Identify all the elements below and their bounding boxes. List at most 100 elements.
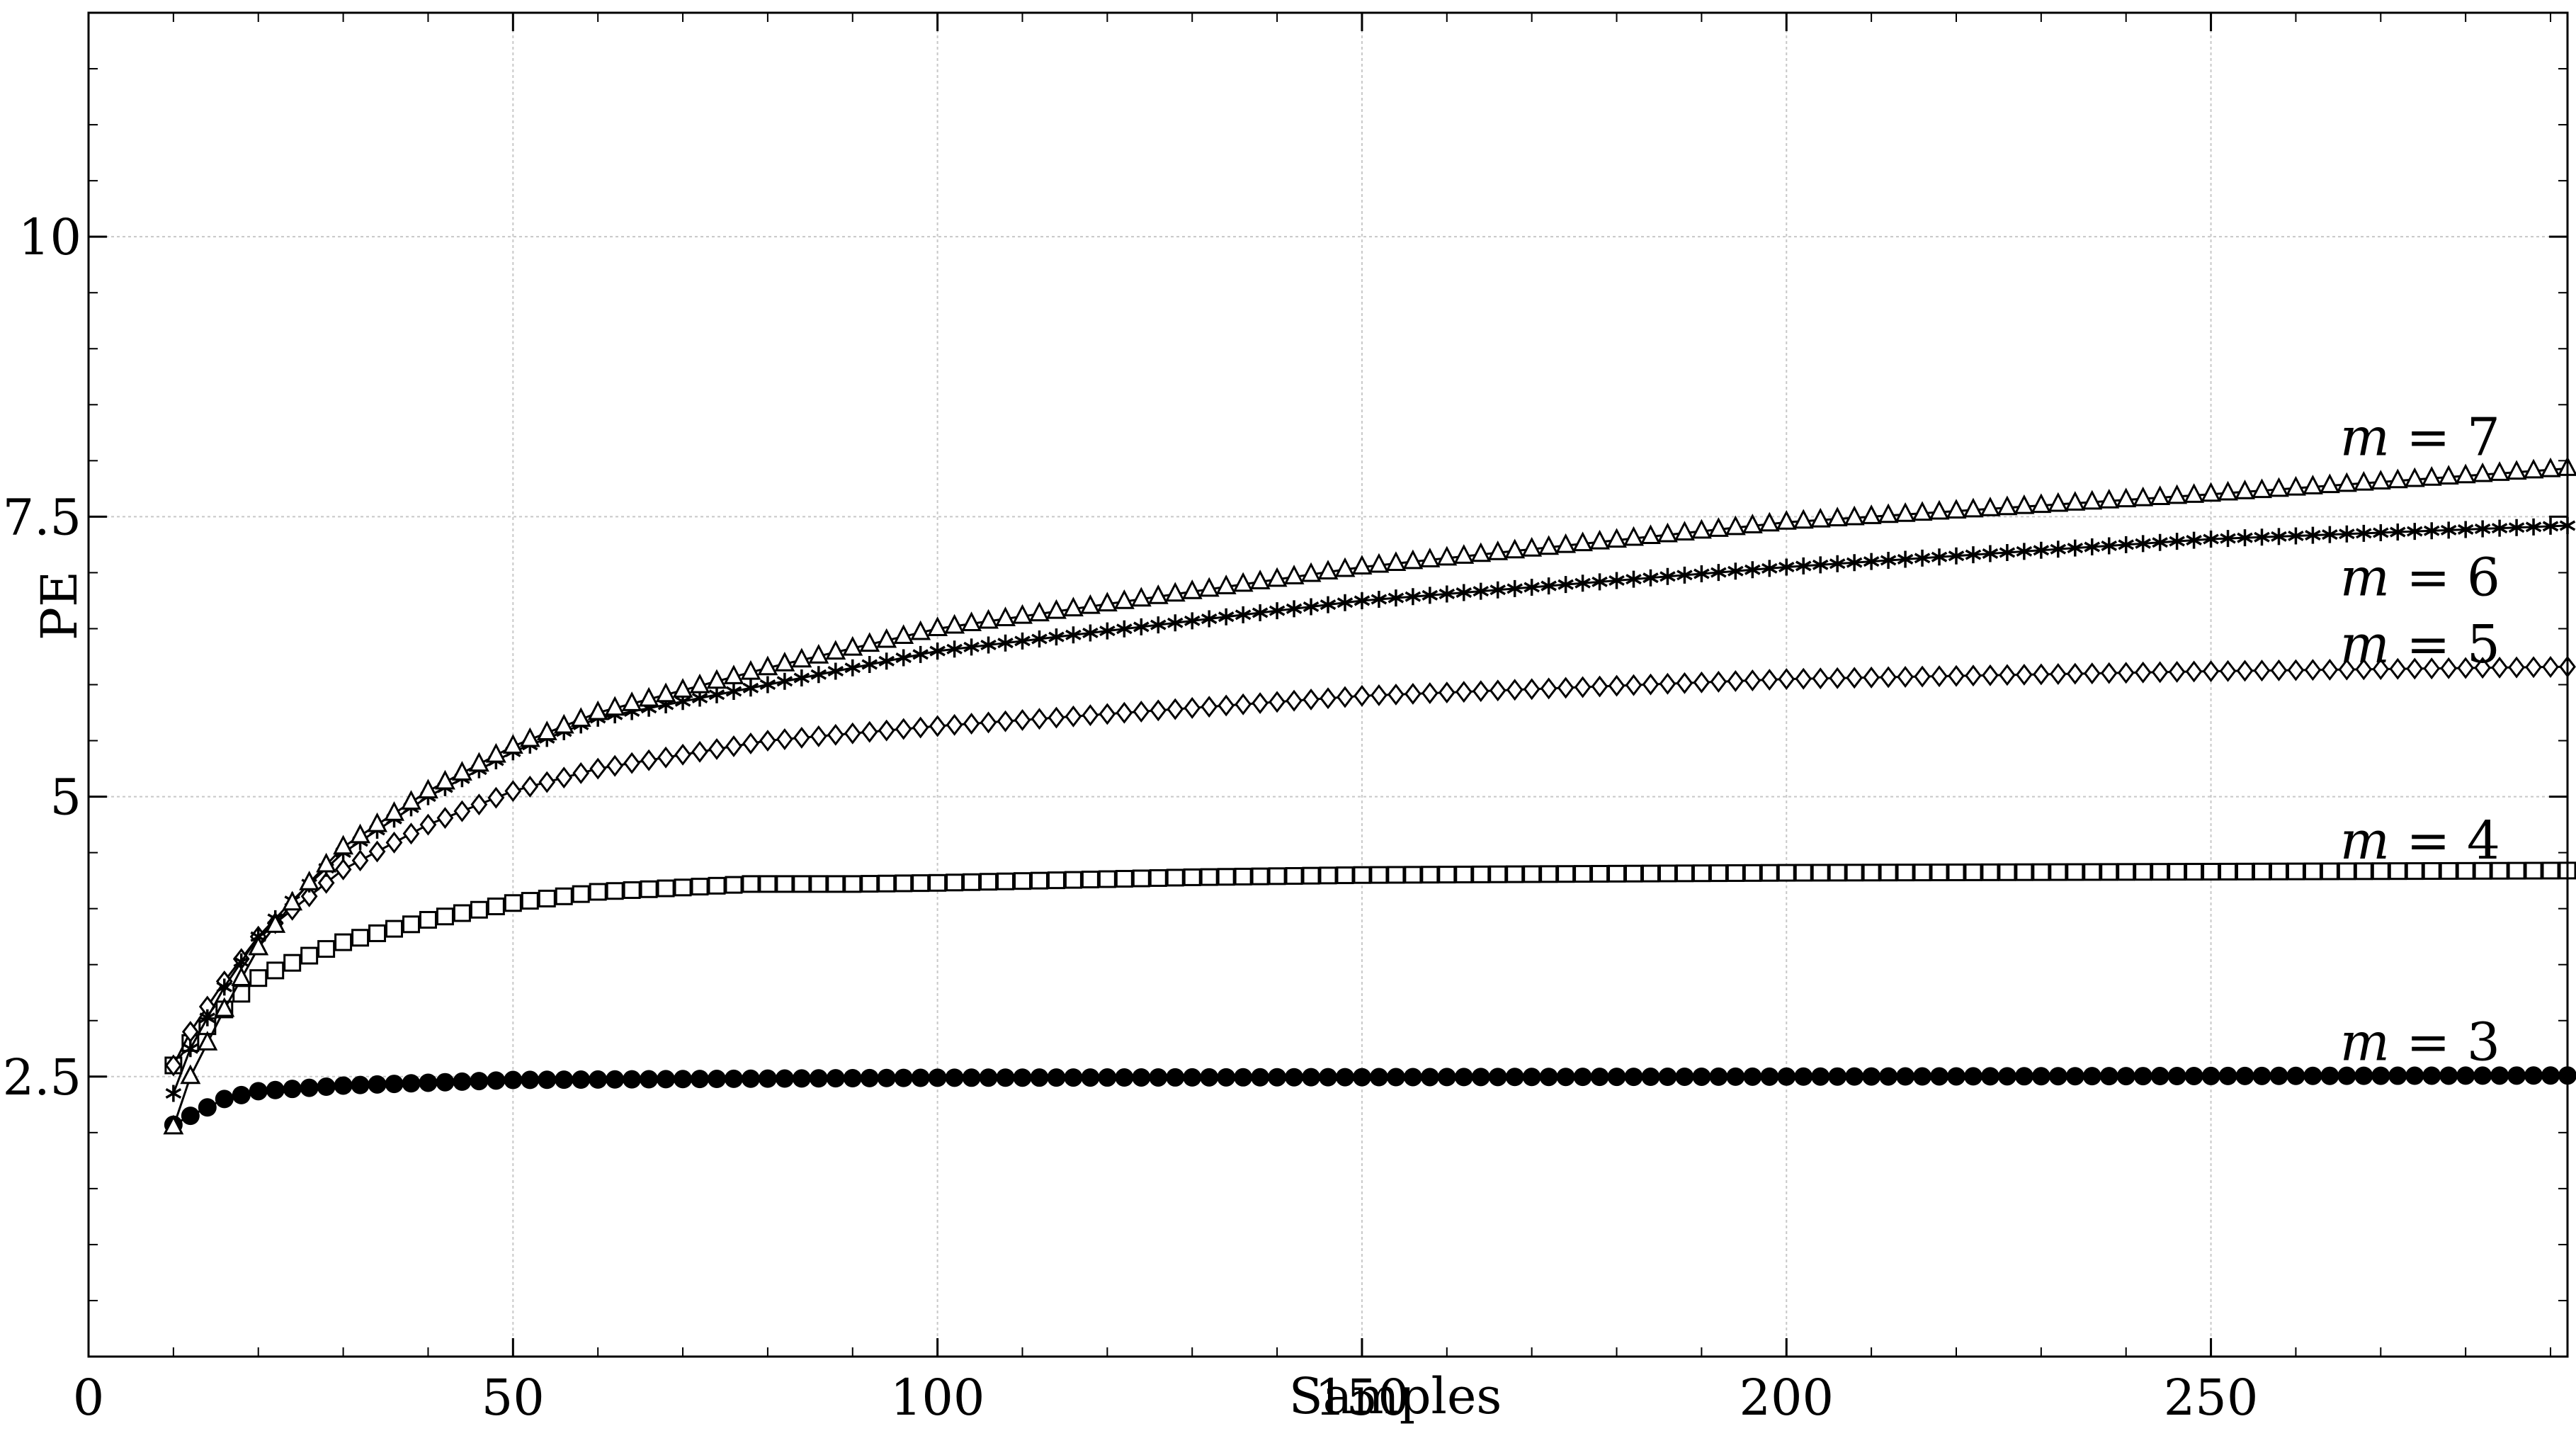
data-point	[2354, 1066, 2373, 1085]
data-point	[1524, 578, 1540, 596]
data-point	[1521, 536, 1543, 557]
data-point	[1303, 688, 1320, 711]
data-point	[2050, 541, 2067, 558]
data-point	[928, 1068, 947, 1087]
data-point	[2455, 463, 2476, 484]
data-point	[927, 616, 948, 636]
data-point	[1149, 868, 1167, 887]
data-point	[1047, 871, 1065, 890]
data-point	[1302, 1068, 1321, 1087]
data-point	[946, 873, 964, 892]
data-point	[2134, 863, 2152, 881]
data-point	[621, 691, 642, 711]
data-point	[2184, 1066, 2203, 1085]
data-point	[1742, 514, 1763, 533]
data-point	[725, 876, 743, 894]
data-point	[1014, 708, 1031, 731]
data-point	[893, 624, 914, 645]
data-point	[1012, 604, 1033, 624]
data-point	[1490, 581, 1506, 599]
data-point	[640, 1070, 659, 1089]
data-point	[2184, 483, 2205, 503]
data-point	[1776, 510, 1797, 530]
data-point	[1184, 612, 1201, 630]
data-point	[1439, 585, 1456, 603]
data-point	[1167, 698, 1184, 720]
data-point	[1965, 546, 1982, 564]
data-point	[1726, 1067, 1745, 1086]
data-point	[1422, 587, 1439, 604]
series-layer	[163, 456, 2576, 1135]
data-point	[1777, 1067, 1796, 1086]
data-point	[2406, 523, 2423, 541]
data-point	[1999, 664, 2016, 686]
data-point	[1099, 622, 1116, 640]
data-point	[1659, 567, 1676, 585]
data-point	[1402, 549, 1424, 570]
data-point	[1319, 1068, 1337, 1087]
data-point	[1351, 555, 1373, 575]
data-point	[2236, 862, 2254, 881]
data-point	[844, 722, 861, 745]
data-point	[1931, 548, 1948, 566]
data-point	[623, 752, 641, 774]
data-point	[1183, 1068, 1202, 1087]
data-point	[232, 1085, 251, 1104]
data-point	[1014, 632, 1031, 650]
data-point	[929, 873, 947, 892]
data-point	[1405, 588, 1422, 606]
data-point	[165, 1085, 182, 1102]
data-point	[1642, 673, 1659, 696]
data-point	[2508, 656, 2525, 679]
data-point	[1438, 866, 1456, 884]
tick-labels: 0 50 100 150 200 250 2.5 5 7.5 10	[3, 208, 2259, 1427]
data-point	[912, 716, 929, 739]
data-point	[1320, 596, 1337, 613]
data-point	[419, 813, 437, 836]
data-point	[1266, 567, 1288, 587]
data-point	[1845, 864, 1863, 882]
data-point	[1438, 681, 1456, 704]
data-point	[2100, 863, 2118, 881]
data-point	[1335, 1068, 1354, 1087]
data-point	[2303, 862, 2322, 881]
series-m-5	[164, 655, 2576, 1077]
data-point	[487, 898, 505, 916]
data-point	[2117, 662, 2135, 684]
data-point	[2048, 492, 2069, 512]
data-point	[2270, 659, 2288, 681]
data-point	[946, 640, 963, 658]
data-point	[1065, 626, 1082, 644]
data-point	[1421, 866, 1439, 884]
data-point	[1507, 579, 1523, 597]
data-point	[2406, 657, 2424, 680]
data-point	[1130, 587, 1152, 607]
data-point	[2388, 1066, 2407, 1085]
data-point	[2355, 658, 2373, 681]
data-point	[1268, 867, 1286, 885]
data-point	[1079, 594, 1101, 614]
data-point	[436, 1073, 455, 1092]
data-point	[962, 1068, 981, 1087]
data-point	[1948, 664, 1965, 687]
data-point	[1693, 565, 1710, 582]
data-point	[2373, 524, 2389, 541]
data-point	[1200, 868, 1218, 886]
data-point	[2405, 1066, 2424, 1085]
data-point	[385, 831, 403, 854]
data-point	[2066, 863, 2084, 881]
data-point	[1098, 870, 1116, 888]
data-point	[1164, 582, 1186, 602]
data-point	[214, 997, 235, 1017]
data-point	[1965, 664, 1982, 687]
data-point	[1540, 677, 1557, 700]
data-point	[1048, 706, 1065, 729]
data-point	[910, 620, 931, 640]
data-point	[1420, 1068, 1439, 1087]
data-point	[334, 1076, 353, 1095]
data-point	[1946, 1067, 1965, 1086]
data-point	[2305, 526, 2321, 544]
data-point	[487, 1071, 506, 1090]
data-point	[2339, 525, 2355, 543]
data-point	[572, 1070, 591, 1090]
